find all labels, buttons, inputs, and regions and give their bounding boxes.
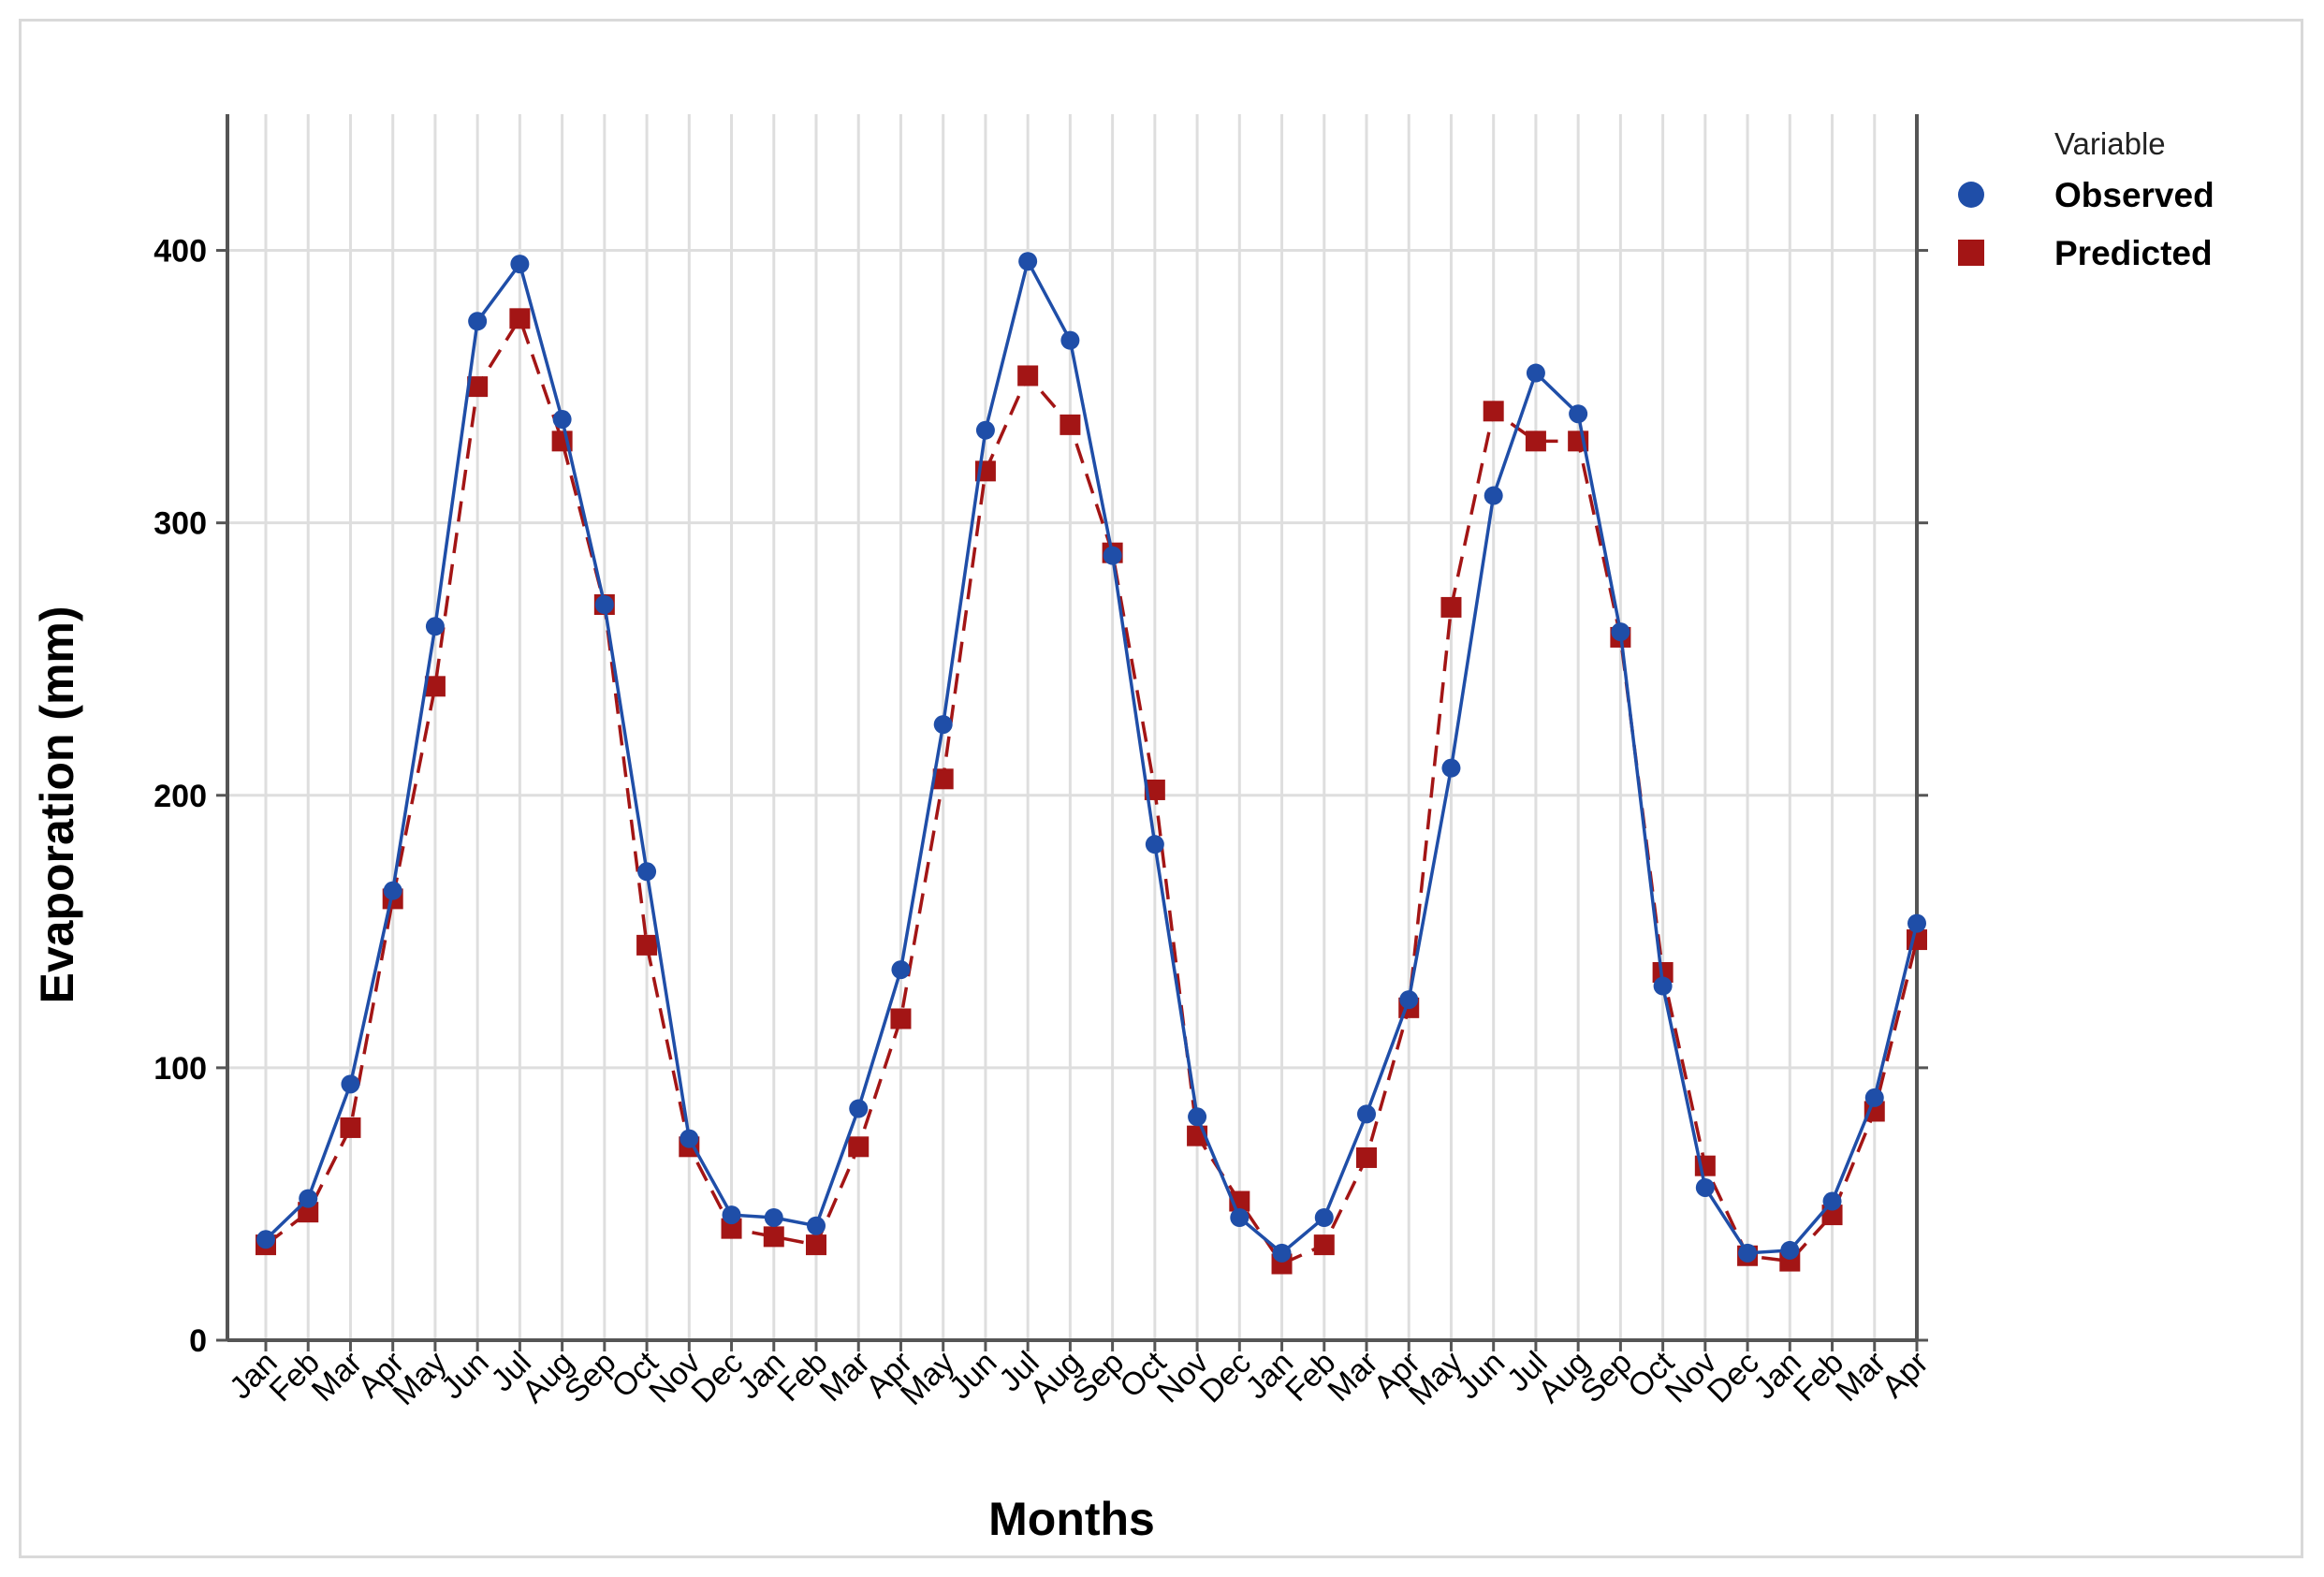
data-point-predicted: [932, 768, 954, 790]
data-point-predicted: [1483, 401, 1504, 422]
data-point-predicted: [890, 1008, 912, 1029]
data-point-observed: [1695, 1177, 1715, 1197]
legend-title: Variable: [2054, 126, 2166, 161]
y-axis-ticks: 0 100 200 300 400: [153, 234, 207, 1359]
data-point-observed: [1738, 1243, 1758, 1263]
data-point-predicted: [848, 1136, 870, 1158]
data-point-observed: [1569, 404, 1588, 424]
data-point-observed: [256, 1230, 275, 1249]
data-point-observed: [299, 1189, 318, 1208]
legend-observed-label: Observed: [2054, 176, 2214, 214]
data-point-predicted: [721, 1218, 742, 1239]
data-point-observed: [1907, 913, 1926, 933]
data-point-observed: [1653, 976, 1673, 996]
data-point-predicted: [806, 1234, 826, 1256]
data-point-predicted: [1144, 779, 1165, 800]
y-tick-label: 0: [189, 1323, 207, 1359]
data-point-observed: [637, 862, 657, 882]
data-point-predicted: [467, 376, 489, 398]
data-point-observed: [722, 1205, 741, 1225]
data-point-predicted: [340, 1117, 361, 1138]
data-point-observed: [1611, 622, 1630, 642]
data-point-predicted: [1017, 365, 1039, 387]
data-point-observed: [1145, 835, 1164, 854]
data-point-observed: [1526, 363, 1545, 383]
x-axis-ticks: JanFebMarAprMayJunJulAugSepOctNovDecJanF…: [223, 1344, 1936, 1412]
data-point-observed: [1272, 1243, 1292, 1263]
x-tick-label: Apr: [1875, 1345, 1935, 1405]
axes: [216, 114, 1928, 1351]
data-point-observed: [1230, 1208, 1250, 1227]
data-point-predicted: [424, 676, 446, 697]
data-point-observed: [933, 715, 953, 735]
legend-predicted-marker: [1958, 240, 1984, 266]
series-line-observed: [264, 256, 1919, 1256]
data-point-predicted: [1821, 1205, 1843, 1226]
y-tick-label: 400: [153, 234, 207, 270]
data-point-predicted: [636, 934, 658, 956]
grid-lines: [227, 114, 1919, 1342]
data-point-observed: [1399, 990, 1419, 1010]
data-point-observed: [1864, 1088, 1884, 1107]
x-axis-title: Months: [988, 1493, 1155, 1545]
data-point-observed: [425, 617, 445, 636]
data-point-observed: [1314, 1208, 1334, 1227]
y-axis-title: Evaporation (mm): [31, 606, 83, 1003]
legend: Variable Observed Predicted: [1958, 126, 2214, 272]
data-point-predicted: [509, 308, 531, 329]
data-point-predicted: [1440, 596, 1462, 618]
data-point-observed: [764, 1208, 783, 1227]
data-point-observed: [341, 1074, 360, 1094]
series-line-predicted: [264, 314, 1919, 1266]
data-point-observed: [1822, 1191, 1842, 1211]
data-point-observed: [1060, 330, 1080, 350]
legend-predicted-label: Predicted: [2054, 234, 2213, 272]
data-point-observed: [1484, 486, 1503, 505]
data-point-observed: [1018, 252, 1038, 271]
data-point-observed: [1188, 1107, 1207, 1127]
y-tick-label: 200: [153, 779, 207, 814]
data-point-observed: [1441, 758, 1461, 778]
data-point-observed: [594, 595, 614, 614]
series-layer: [256, 252, 1927, 1275]
data-point-predicted: [1313, 1234, 1335, 1256]
data-point-predicted: [1356, 1146, 1377, 1168]
data-point-predicted: [763, 1226, 784, 1248]
data-point-observed: [468, 312, 488, 331]
data-point-observed: [510, 255, 530, 274]
data-point-observed: [552, 410, 572, 430]
data-point-observed: [807, 1216, 826, 1235]
data-point-observed: [383, 881, 402, 900]
legend-observed-marker: [1958, 182, 1984, 208]
data-point-observed: [891, 960, 911, 980]
data-point-observed: [1103, 546, 1122, 565]
data-point-observed: [975, 420, 995, 440]
data-point-observed: [680, 1129, 699, 1148]
y-tick-label: 300: [153, 506, 207, 542]
y-tick-label: 100: [153, 1051, 207, 1087]
series-observed: [256, 252, 1926, 1263]
data-point-observed: [1780, 1240, 1800, 1260]
data-point-predicted: [298, 1202, 319, 1223]
data-point-observed: [849, 1099, 869, 1118]
data-point-predicted: [1525, 431, 1546, 452]
data-point-predicted: [1060, 414, 1081, 435]
data-point-observed: [1357, 1104, 1376, 1124]
